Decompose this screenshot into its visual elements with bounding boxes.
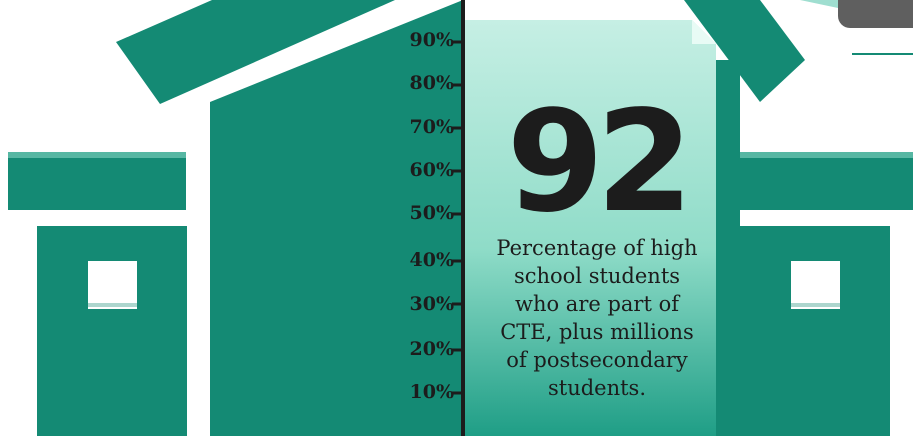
left-wing-roof-highlight <box>8 152 186 158</box>
scale-label-80: 80% <box>409 72 455 94</box>
right-window-sill <box>791 303 840 307</box>
stat-caption-line: Percentage of high <box>496 236 698 260</box>
left-window <box>88 261 137 309</box>
stat-caption-line: school students <box>513 264 681 288</box>
stat-caption-line: students. <box>547 376 647 400</box>
right-wing-roof <box>740 152 913 210</box>
stat-caption: Percentage of high school students who a… <box>478 234 716 402</box>
scale-label-60: 60% <box>409 159 455 181</box>
right-wing-roof-highlight <box>740 152 913 158</box>
left-window-sill <box>88 303 137 307</box>
paper-fold <box>692 20 716 44</box>
roof-right-slab <box>684 0 805 102</box>
stat-caption-line: who are part of <box>514 292 679 316</box>
corner-accent <box>800 0 838 8</box>
house-body-right <box>712 60 740 436</box>
stat-caption-line: CTE, plus millions <box>500 320 694 344</box>
left-wing-body <box>37 226 187 436</box>
stat-caption-line: of postsecondary <box>506 348 688 372</box>
roof-left-slab <box>116 0 395 104</box>
left-wing-roof <box>8 152 186 210</box>
paper-note <box>464 20 716 436</box>
right-window <box>791 261 840 309</box>
scale-label-30: 30% <box>409 293 455 315</box>
corner-tab <box>838 0 913 28</box>
house-body <box>210 0 463 436</box>
scale-ticks <box>452 40 463 395</box>
scale-label-90: 90% <box>409 29 455 51</box>
scale-label-50: 50% <box>409 202 455 224</box>
scale-label-20: 20% <box>409 338 455 360</box>
scale-label-10: 10% <box>409 381 455 403</box>
scale-label-70: 70% <box>409 116 455 138</box>
scale-label-40: 40% <box>409 249 455 271</box>
right-wing-body <box>740 226 890 436</box>
stat-value: 92 <box>506 81 694 244</box>
